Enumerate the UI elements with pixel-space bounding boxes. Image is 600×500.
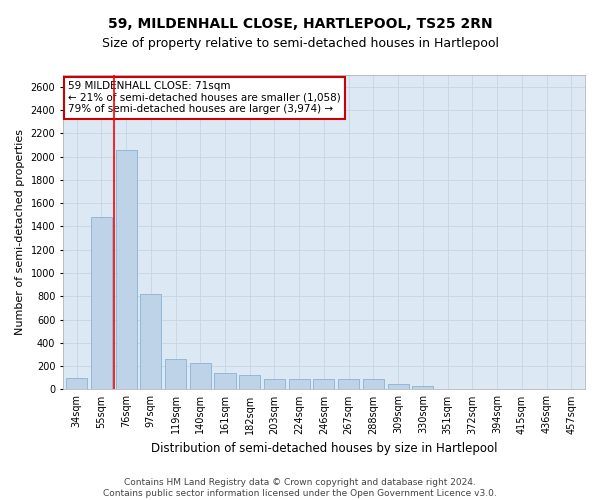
- Text: 59, MILDENHALL CLOSE, HARTLEPOOL, TS25 2RN: 59, MILDENHALL CLOSE, HARTLEPOOL, TS25 2…: [107, 18, 493, 32]
- Bar: [214, 373, 236, 390]
- Bar: [313, 379, 334, 390]
- Bar: [388, 384, 409, 390]
- Bar: [91, 217, 112, 390]
- Y-axis label: Number of semi-detached properties: Number of semi-detached properties: [15, 129, 25, 335]
- Bar: [289, 379, 310, 390]
- Text: Contains HM Land Registry data © Crown copyright and database right 2024.
Contai: Contains HM Land Registry data © Crown c…: [103, 478, 497, 498]
- Bar: [338, 379, 359, 390]
- Bar: [165, 359, 186, 390]
- Bar: [116, 150, 137, 390]
- Bar: [140, 294, 161, 390]
- Bar: [239, 376, 260, 390]
- Bar: [363, 379, 384, 390]
- Bar: [66, 378, 87, 390]
- Bar: [190, 362, 211, 390]
- Bar: [264, 379, 285, 390]
- Bar: [412, 386, 433, 390]
- X-axis label: Distribution of semi-detached houses by size in Hartlepool: Distribution of semi-detached houses by …: [151, 442, 497, 455]
- Text: Size of property relative to semi-detached houses in Hartlepool: Size of property relative to semi-detach…: [101, 38, 499, 51]
- Text: 59 MILDENHALL CLOSE: 71sqm
← 21% of semi-detached houses are smaller (1,058)
79%: 59 MILDENHALL CLOSE: 71sqm ← 21% of semi…: [68, 82, 341, 114]
